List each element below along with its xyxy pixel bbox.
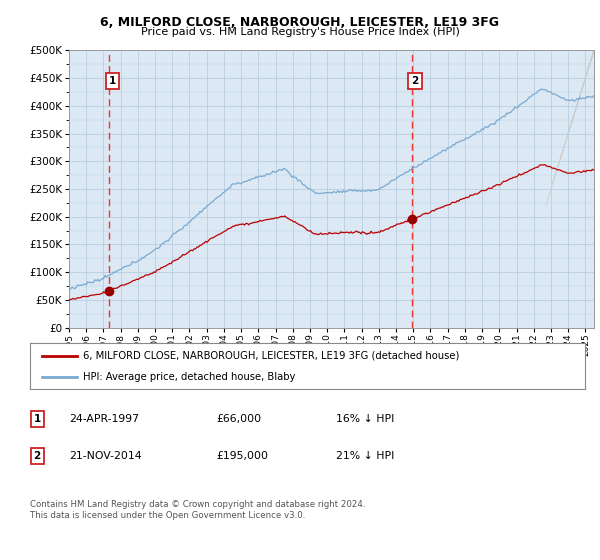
Text: 24-APR-1997: 24-APR-1997 xyxy=(69,414,139,424)
Text: 2: 2 xyxy=(34,451,41,461)
Text: £66,000: £66,000 xyxy=(216,414,261,424)
Text: £195,000: £195,000 xyxy=(216,451,268,461)
Text: Contains HM Land Registry data © Crown copyright and database right 2024.
This d: Contains HM Land Registry data © Crown c… xyxy=(30,500,365,520)
Text: HPI: Average price, detached house, Blaby: HPI: Average price, detached house, Blab… xyxy=(83,372,295,382)
Text: 2: 2 xyxy=(412,76,419,86)
Text: 16% ↓ HPI: 16% ↓ HPI xyxy=(336,414,394,424)
Text: 1: 1 xyxy=(34,414,41,424)
Text: 1: 1 xyxy=(109,76,116,86)
Text: 21% ↓ HPI: 21% ↓ HPI xyxy=(336,451,394,461)
Text: 6, MILFORD CLOSE, NARBOROUGH, LEICESTER, LE19 3FG: 6, MILFORD CLOSE, NARBOROUGH, LEICESTER,… xyxy=(101,16,499,29)
Text: 21-NOV-2014: 21-NOV-2014 xyxy=(69,451,142,461)
Text: Price paid vs. HM Land Registry's House Price Index (HPI): Price paid vs. HM Land Registry's House … xyxy=(140,27,460,37)
Text: 6, MILFORD CLOSE, NARBOROUGH, LEICESTER, LE19 3FG (detached house): 6, MILFORD CLOSE, NARBOROUGH, LEICESTER,… xyxy=(83,351,459,361)
